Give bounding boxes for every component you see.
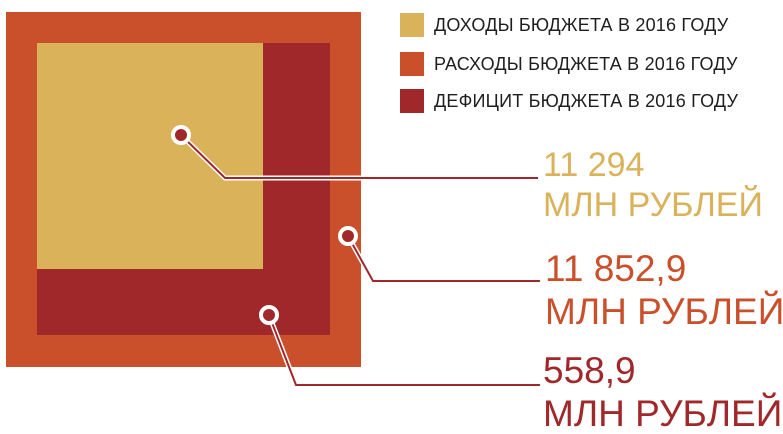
legend-label-income: ДОХОДЫ БЮДЖЕТА В 2016 ГОДУ — [434, 14, 729, 35]
income-value: 11 294 — [543, 146, 645, 184]
legend-label-expenses: РАСХОДЫ БЮДЖЕТА В 2016 ГОДУ — [434, 53, 738, 74]
expenses-value-label: 11 852,9 МЛН РУБЛЕЙ — [545, 250, 783, 330]
income-square — [37, 43, 263, 269]
legend-item-expenses: РАСХОДЫ БЮДЖЕТА В 2016 ГОДУ — [400, 52, 738, 76]
legend-item-income: ДОХОДЫ БЮДЖЕТА В 2016 ГОДУ — [400, 13, 728, 37]
deficit-unit: МЛН РУБЛЕЙ — [543, 393, 783, 434]
expenses-value: 11 852,9 — [545, 248, 687, 289]
income-unit: МЛН РУБЛЕЙ — [543, 186, 763, 224]
income-leader-line-inner — [180, 134, 538, 179]
legend-swatch-income — [400, 13, 424, 37]
deficit-value-label: 558,9 МЛН РУБЛЕЙ — [543, 352, 782, 432]
income-marker — [171, 125, 191, 145]
income-value-label: 11 294 МЛН РУБЛЕЙ — [543, 148, 763, 222]
legend-label-deficit: ДЕФИЦИТ БЮДЖЕТА В 2016 ГОДУ — [434, 90, 739, 111]
deficit-leader-line-inner — [268, 314, 540, 386]
expenses-leader-line-inner — [347, 235, 540, 282]
expenses-leader-line — [345, 234, 540, 284]
legend-swatch-expenses — [400, 52, 424, 76]
deficit-value: 558,9 — [543, 350, 636, 391]
legend-swatch-deficit — [400, 89, 424, 113]
legend-item-deficit: ДЕФИЦИТ БЮДЖЕТА В 2016 ГОДУ — [400, 89, 738, 113]
expenses-marker — [338, 226, 358, 246]
deficit-marker — [259, 305, 279, 325]
expenses-unit: МЛН РУБЛЕЙ — [545, 291, 783, 332]
